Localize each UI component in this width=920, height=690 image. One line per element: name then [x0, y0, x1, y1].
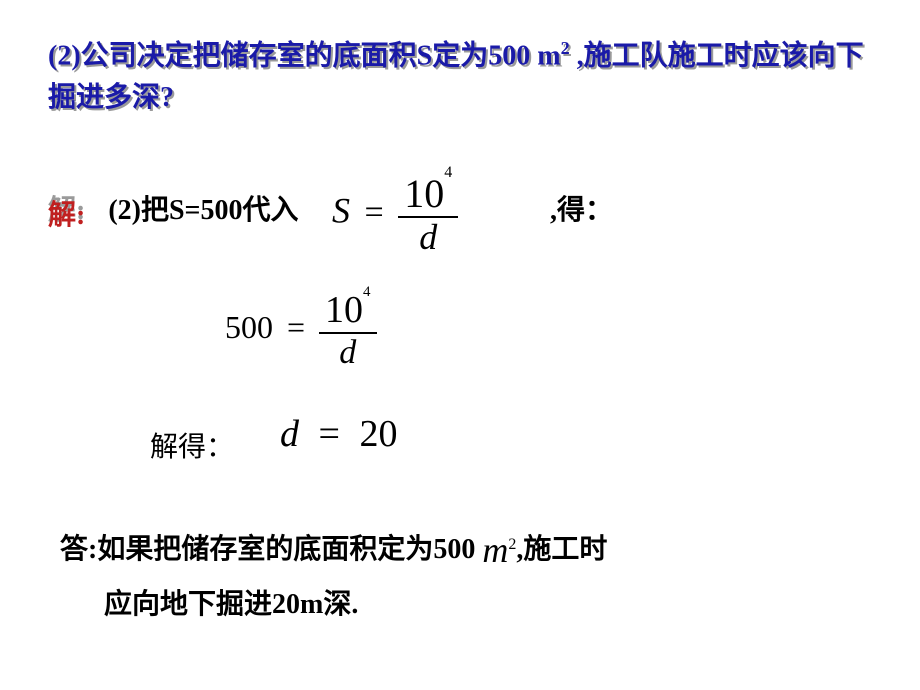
- eq1-denominator: d: [398, 218, 458, 258]
- answer-text-2: ,施工时: [516, 534, 607, 565]
- eq2-fraction: 104 d: [319, 290, 377, 371]
- equation-2: 500 = 104 d: [225, 290, 377, 371]
- step1-after: ,得：: [550, 188, 613, 228]
- eq1-lhs: S: [332, 191, 350, 231]
- step3-label: 解得：: [150, 425, 234, 465]
- answer-line-2: 应向地下掘进20m深.: [60, 581, 880, 629]
- eq1-numerator: 104: [398, 172, 458, 218]
- equals-sign: =: [319, 413, 340, 455]
- solution-line-1: 解: 解: (2)把S=500代入: [48, 188, 299, 228]
- answer-prefix: 答:: [60, 534, 97, 565]
- solution-label: 解: 解:: [48, 195, 92, 226]
- answer-unit: m2: [482, 530, 516, 570]
- answer-text-1: 如果把储存室的底面积定为500: [97, 534, 482, 565]
- eq3-var: d: [280, 413, 299, 455]
- answer-block: 答:如果把储存室的底面积定为500 m2,施工时 应向地下掘进20m深.: [60, 520, 880, 629]
- eq2-lhs: 500: [225, 309, 273, 345]
- eq3-value: 20: [359, 413, 397, 455]
- step1-text: (2)把S=500代入: [108, 195, 298, 226]
- equation-1: S = 104 d: [332, 172, 458, 258]
- eq2-numerator: 104: [319, 290, 377, 334]
- eq2-denominator: d: [319, 334, 377, 371]
- equation-3: d = 20: [280, 412, 397, 456]
- question-text: (2)公司决定把储存室的底面积S定为500 m2 ,施工队施工时应该向下掘进多深…: [48, 35, 880, 119]
- question-block: (2)公司决定把储存室的底面积S定为500 m2 ,施工队施工时应该向下掘进多深…: [48, 35, 880, 119]
- eq1-fraction: 104 d: [398, 172, 458, 258]
- equals-sign: =: [287, 309, 305, 345]
- equals-sign: =: [365, 194, 384, 231]
